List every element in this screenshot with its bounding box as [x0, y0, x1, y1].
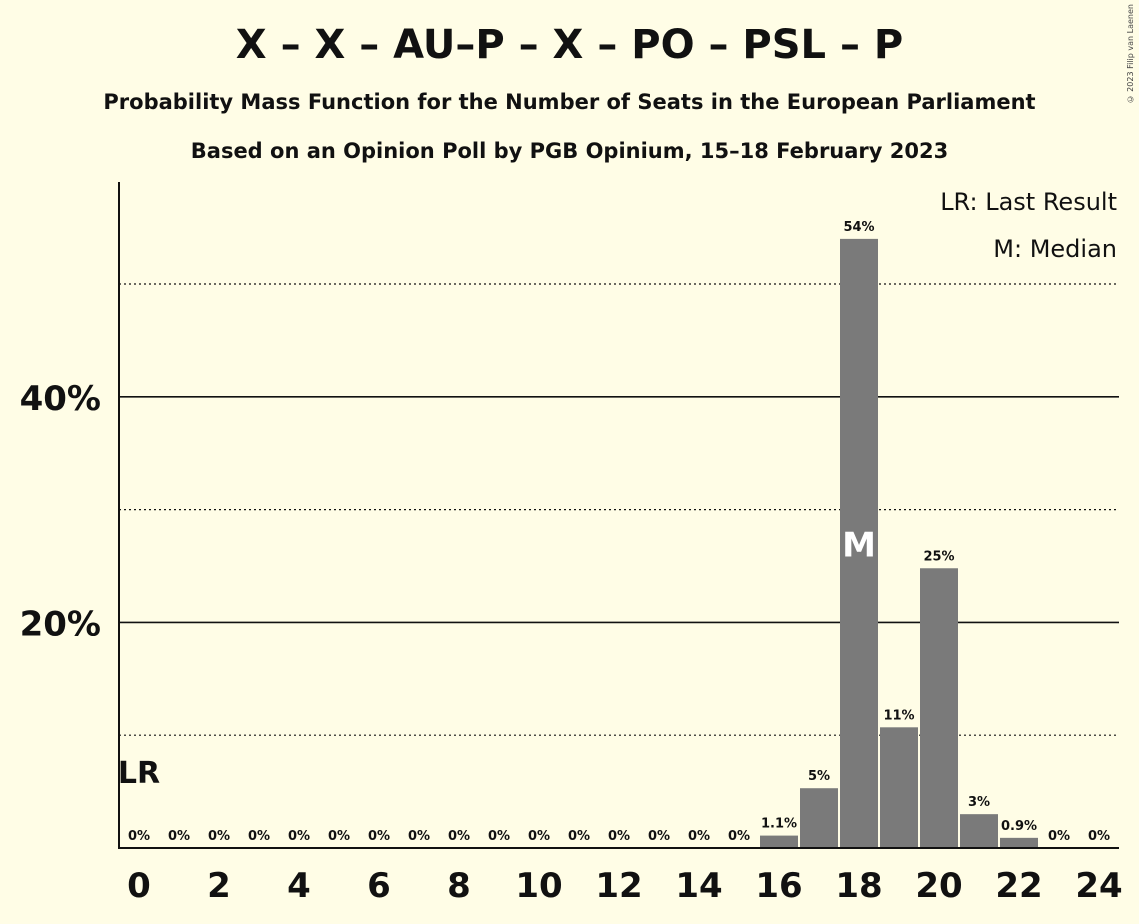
bar-value-label: 0%	[288, 829, 310, 844]
bar-value-label: 0%	[528, 829, 550, 844]
bar	[880, 727, 918, 848]
value-labels: 0% 0% 0% 0% 0% 0% 0% 0% 0% 0% 0% 0% 0% 0% 0% 0% 1.1% 5% 54…	[128, 220, 1110, 844]
y-tick-label: 20%	[20, 604, 101, 644]
x-tick-label: 24	[1075, 866, 1122, 906]
bar	[840, 238, 878, 848]
bar-value-label: 0%	[408, 829, 430, 844]
bar-value-label: 54%	[843, 220, 874, 235]
bar-value-label: 0%	[248, 829, 270, 844]
bar-value-label: 0%	[568, 829, 590, 844]
x-tick-label: 20	[915, 866, 962, 906]
bar	[760, 835, 798, 848]
bar-value-label: 0.9%	[1001, 819, 1037, 834]
bar	[960, 814, 998, 848]
y-tick-label: 40%	[20, 379, 101, 419]
chart-source-subtitle: Based on an Opinion Poll by PGB Opinium,…	[190, 139, 949, 163]
bar-value-label: 11%	[883, 708, 914, 723]
median-marker: M	[842, 525, 876, 565]
bar-value-label: 0%	[328, 829, 350, 844]
bar-value-label: 0%	[648, 829, 670, 844]
bar-value-label: 1.1%	[761, 817, 797, 832]
x-tick-label: 12	[595, 866, 642, 906]
bar-value-label: 0%	[368, 829, 390, 844]
x-tick-label: 8	[447, 866, 471, 906]
x-tick-label: 4	[287, 866, 311, 906]
last-result-marker: LR	[118, 756, 160, 791]
bars	[760, 238, 1038, 848]
legend-median: M: Median	[993, 235, 1117, 263]
gridlines	[119, 283, 1119, 736]
bar	[1000, 837, 1038, 848]
bar-value-label: 0%	[128, 829, 150, 844]
bar-value-label: 0%	[688, 829, 710, 844]
legend-last-result: LR: Last Result	[940, 188, 1117, 216]
x-tick-label: 10	[515, 866, 562, 906]
bar	[800, 788, 838, 848]
bar-value-label: 0%	[168, 829, 190, 844]
bar-value-label: 3%	[968, 795, 990, 810]
x-tick-label: 22	[995, 866, 1042, 906]
bar-value-label: 25%	[923, 549, 954, 564]
bar	[920, 568, 958, 848]
bar-value-label: 0%	[488, 829, 510, 844]
bar-value-label: 0%	[1048, 829, 1070, 844]
bar-value-label: 0%	[728, 829, 750, 844]
bar-value-label: 5%	[808, 769, 830, 784]
bar-value-label: 0%	[1088, 829, 1110, 844]
x-tick-label: 16	[755, 866, 802, 906]
x-tick-label: 14	[675, 866, 722, 906]
x-tick-label: 2	[207, 866, 231, 906]
bar-value-label: 0%	[208, 829, 230, 844]
x-tick-label: 6	[367, 866, 391, 906]
x-tick-label: 18	[835, 866, 882, 906]
x-tick-label: 0	[127, 866, 151, 906]
chart-title: X – X – AU–P – X – PO – PSL – P	[235, 22, 904, 68]
bar-value-label: 0%	[608, 829, 630, 844]
chart-subtitle: Probability Mass Function for the Number…	[103, 90, 1036, 114]
bar-value-label: 0%	[448, 829, 470, 844]
